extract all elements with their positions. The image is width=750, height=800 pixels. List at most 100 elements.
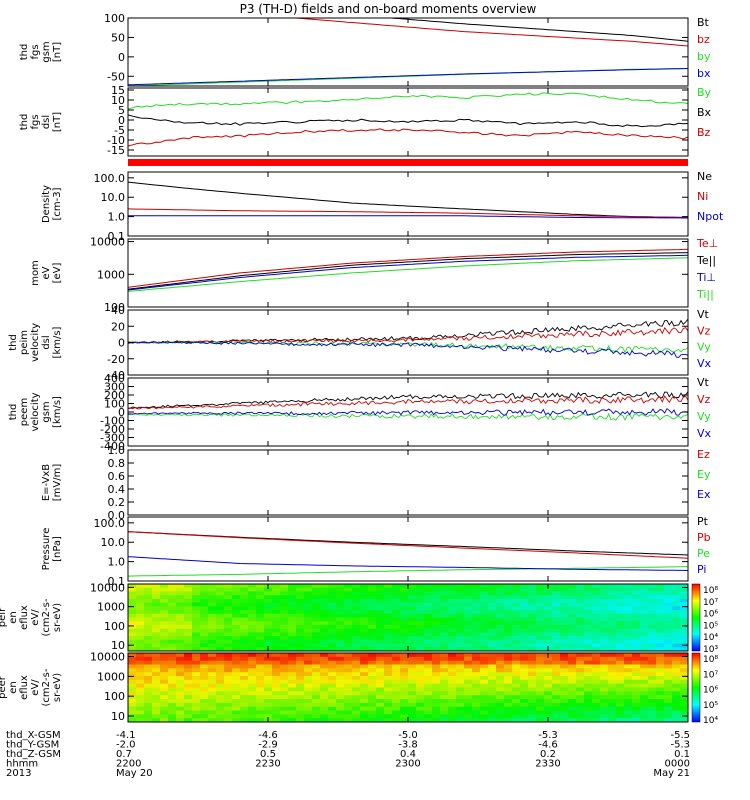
heatmap-cell (224, 598, 233, 604)
heatmap-cell (552, 695, 561, 700)
heatmap-cell (240, 602, 249, 607)
heatmap-cell (456, 699, 465, 704)
heatmap-cell (464, 617, 473, 622)
heatmap-cell (184, 702, 193, 708)
heatmap-cell (608, 687, 617, 692)
heatmap-cell (360, 591, 369, 596)
heatmap-cell (296, 714, 305, 719)
heatmap-cell (296, 628, 305, 633)
heatmap-cell (488, 676, 497, 681)
heatmap-cell (592, 628, 601, 633)
heatmap-cell (296, 672, 305, 677)
heatmap-cell (560, 660, 569, 666)
heatmap-cell (168, 587, 177, 592)
heatmap-cell (288, 664, 297, 669)
heatmap-cell (424, 621, 433, 626)
heatmap-cell (488, 598, 497, 604)
y-axis-label-line: sr-eV) (52, 603, 63, 632)
heatmap-cell (480, 683, 489, 689)
heatmap-cell (256, 643, 265, 648)
heatmap-cell (336, 672, 345, 677)
heatmap-cell (168, 664, 177, 669)
heatmap-cell (600, 598, 609, 604)
heatmap-cell (584, 672, 593, 677)
heatmap-cell (448, 695, 457, 700)
heatmap-cell (216, 676, 225, 681)
heatmap-cell (616, 617, 625, 622)
heatmap-cell (584, 718, 593, 722)
heatmap-cell (264, 621, 273, 626)
heatmap-cell (352, 710, 361, 715)
heatmap-cell (624, 672, 633, 677)
heatmap-cell (144, 702, 153, 708)
heatmap-cell (472, 587, 481, 592)
heatmap-cell (624, 714, 633, 719)
heatmap-cell (472, 683, 481, 689)
heatmap-cell (160, 714, 169, 719)
heatmap-cell (432, 621, 441, 626)
heatmap-cell (496, 699, 505, 704)
heatmap-cell (320, 610, 329, 615)
x-axis-value: 2230 (255, 759, 280, 770)
heatmap-cell (280, 714, 289, 719)
y-tick-label: -5 (114, 124, 125, 137)
heatmap-cell (440, 647, 449, 651)
heatmap-cell (544, 714, 553, 719)
heatmap-cell (520, 691, 529, 696)
heatmap-cell (344, 647, 353, 651)
heatmap-cell (216, 606, 225, 611)
heatmap-cell (488, 656, 497, 662)
heatmap-cell (280, 676, 289, 681)
heatmap-cell (520, 702, 529, 708)
heatmap-cell (616, 656, 625, 662)
heatmap-cell (680, 699, 688, 704)
flag-bar (128, 159, 688, 166)
heatmap-cell (432, 714, 441, 719)
heatmap-cell (192, 710, 201, 715)
heatmap-cell (448, 687, 457, 692)
heatmap-cell (592, 643, 601, 648)
heatmap-cell (200, 691, 209, 696)
heatmap-cell (584, 621, 593, 626)
heatmap-cell (216, 691, 225, 696)
heatmap-cell (680, 636, 688, 641)
heatmap-cell (240, 695, 249, 700)
heatmap-cell (504, 683, 513, 689)
heatmap-cell (608, 691, 617, 696)
y-axis-label-line: gsm (41, 41, 52, 62)
heatmap-cell (512, 706, 521, 712)
heatmap-cell (648, 664, 657, 669)
heatmap-cell (440, 679, 449, 685)
heatmap-cell (464, 710, 473, 715)
heatmap-cell (632, 584, 641, 589)
heatmap-cell (272, 702, 281, 708)
heatmap-cell (432, 606, 441, 611)
heatmap-cell (616, 606, 625, 611)
heatmap-cell (536, 602, 545, 607)
heatmap-cell (408, 591, 417, 596)
heatmap-cell (656, 676, 665, 681)
heatmap-cell (512, 617, 521, 622)
heatmap-cell (384, 587, 393, 592)
heatmap-cell (632, 683, 641, 689)
heatmap-cell (664, 610, 673, 615)
heatmap-cell (232, 710, 241, 715)
heatmap-cell (560, 710, 569, 715)
heatmap-cell (336, 595, 345, 600)
heatmap-cell (208, 664, 217, 669)
heatmap-cell (392, 676, 401, 681)
heatmap-cell (192, 706, 201, 712)
heatmap-cell (192, 595, 201, 600)
heatmap-cell (616, 668, 625, 673)
y-axis-label-line: eflux (19, 675, 30, 700)
heatmap-cell (168, 591, 177, 596)
heatmap-cell (392, 672, 401, 677)
heatmap-cell (576, 643, 585, 648)
heatmap-cell (680, 617, 688, 622)
heatmap-cell (656, 660, 665, 666)
heatmap-cell (256, 613, 265, 619)
heatmap-cell (672, 643, 681, 648)
heatmap-cell (576, 695, 585, 700)
heatmap-cell (472, 653, 481, 658)
heatmap-cell (192, 691, 201, 696)
